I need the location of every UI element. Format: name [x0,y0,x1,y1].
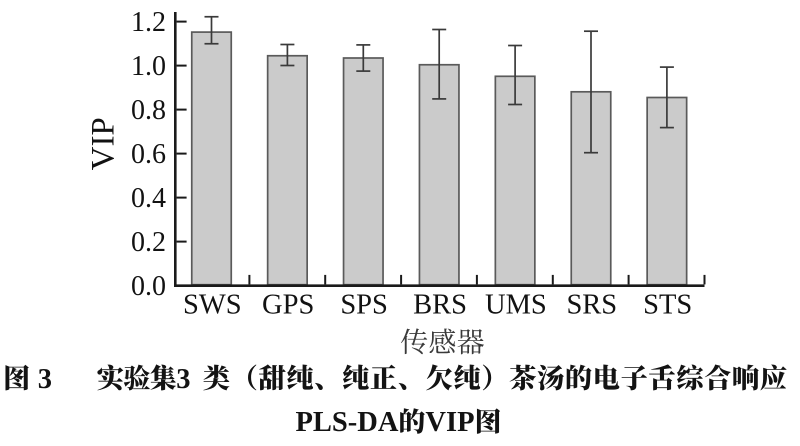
svg-text:0.2: 0.2 [131,227,166,258]
svg-text:3: 3 [176,364,190,395]
svg-text:1.0: 1.0 [131,51,166,82]
svg-text:SPS: SPS [340,289,388,320]
svg-text:STS: STS [643,289,692,320]
svg-text:3: 3 [38,364,52,395]
svg-text:GPS: GPS [262,289,314,320]
svg-text:0.4: 0.4 [131,183,166,214]
svg-text:UMS: UMS [485,289,547,320]
svg-text:VIP: VIP [425,407,474,438]
svg-text:1.2: 1.2 [131,7,166,38]
svg-text:SWS: SWS [183,289,242,320]
svg-text:VIP: VIP [85,117,121,170]
svg-text:0.8: 0.8 [131,95,166,126]
svg-text:0.6: 0.6 [131,139,166,170]
svg-text:0.0: 0.0 [131,271,166,302]
svg-text:PLS-DA: PLS-DA [296,407,399,438]
svg-text:BRS: BRS [413,289,467,320]
svg-text:SRS: SRS [566,289,617,320]
